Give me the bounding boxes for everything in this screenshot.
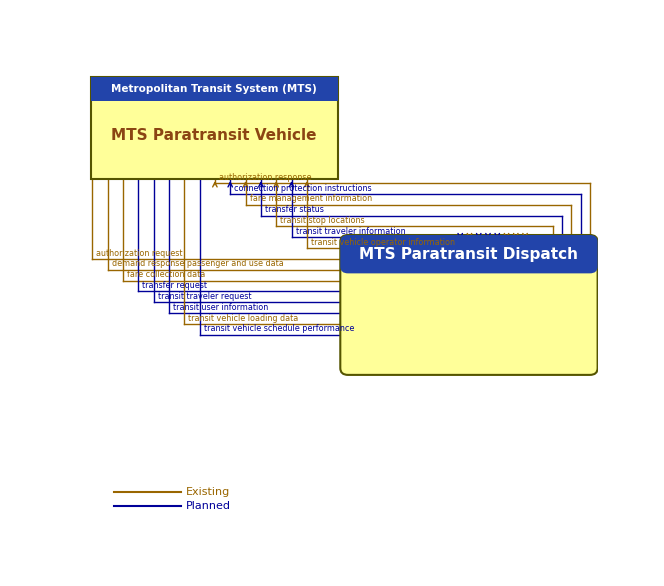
Text: transit vehicle loading data: transit vehicle loading data	[189, 314, 299, 322]
Text: Existing: Existing	[186, 487, 230, 497]
Text: fare management information: fare management information	[250, 195, 372, 203]
Text: connection protection instructions: connection protection instructions	[234, 183, 372, 193]
FancyBboxPatch shape	[341, 235, 598, 273]
Text: authorization response: authorization response	[219, 173, 311, 182]
Text: demand response passenger and use data: demand response passenger and use data	[112, 260, 284, 268]
Text: transit vehicle schedule performance: transit vehicle schedule performance	[204, 325, 354, 333]
Text: fare collection data: fare collection data	[127, 270, 205, 280]
Text: transit user information: transit user information	[173, 303, 268, 312]
Text: transfer request: transfer request	[142, 281, 207, 290]
FancyBboxPatch shape	[91, 77, 338, 101]
Text: Planned: Planned	[186, 501, 231, 511]
Text: transit vehicle operator information: transit vehicle operator information	[311, 238, 455, 247]
Text: transit traveler request: transit traveler request	[157, 292, 251, 301]
Text: MTS Paratransit Dispatch: MTS Paratransit Dispatch	[359, 247, 578, 262]
Text: transit traveler information: transit traveler information	[295, 227, 405, 236]
Text: MTS Paratransit Vehicle: MTS Paratransit Vehicle	[112, 128, 317, 143]
Text: transit stop locations: transit stop locations	[280, 216, 365, 225]
Text: transfer status: transfer status	[265, 205, 324, 214]
Text: authorization request: authorization request	[96, 248, 183, 258]
FancyBboxPatch shape	[91, 77, 338, 179]
Text: Metropolitan Transit System (MTS): Metropolitan Transit System (MTS)	[112, 84, 317, 94]
FancyBboxPatch shape	[341, 235, 598, 375]
